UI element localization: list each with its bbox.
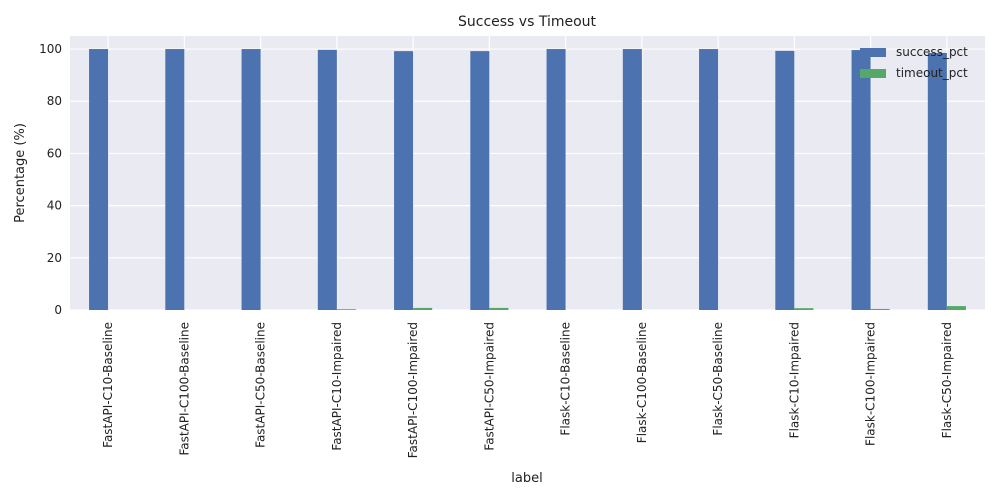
x-tick-label: FastAPI-C100-Impaired	[406, 322, 420, 458]
bar-success_pct	[927, 52, 947, 310]
bar-timeout_pct	[413, 307, 433, 310]
x-tick-label: Flask-C10-Impaired	[787, 322, 801, 438]
bar-timeout_pct	[489, 307, 509, 310]
y-tick-label: 40	[47, 199, 62, 213]
x-axis-ticks: FastAPI-C10-Baseline FastAPI-C100-Baselin…	[101, 322, 954, 458]
bar-success_pct	[699, 49, 719, 311]
y-tick-label: 60	[47, 146, 62, 160]
bar-timeout_pct	[946, 306, 966, 310]
x-tick-label: FastAPI-C10-Baseline	[101, 322, 115, 448]
x-tick-label: FastAPI-C50-Impaired	[482, 322, 496, 451]
bars	[89, 49, 966, 311]
bar-timeout_pct	[870, 308, 890, 310]
bar-success_pct	[165, 49, 185, 311]
x-tick-label: Flask-C100-Impaired	[864, 322, 878, 446]
bar-success_pct	[622, 49, 642, 311]
legend: success_pct timeout_pct	[860, 45, 968, 80]
y-tick-label: 20	[47, 251, 62, 265]
x-tick-label: Flask-C50-Baseline	[711, 322, 725, 436]
bar-timeout_pct	[336, 309, 356, 310]
bar-success_pct	[241, 49, 261, 311]
y-tick-label: 100	[39, 42, 62, 56]
x-axis-title: label	[511, 471, 542, 486]
bar-success_pct	[317, 49, 337, 310]
legend-label-success_pct: success_pct	[896, 45, 968, 59]
plot-background	[70, 36, 985, 310]
legend-label-timeout_pct: timeout_pct	[896, 66, 968, 80]
bar-success_pct	[470, 51, 490, 310]
y-tick-label: 80	[47, 94, 62, 108]
x-tick-label: Flask-C10-Baseline	[559, 322, 573, 436]
x-tick-label: FastAPI-C100-Baseline	[177, 322, 191, 456]
bar-success_pct	[851, 50, 871, 310]
legend-swatch-success_pct	[860, 48, 886, 57]
bar-success_pct	[89, 49, 109, 311]
bar-success_pct	[394, 51, 414, 310]
y-axis-title: Percentage (%)	[13, 123, 28, 223]
bar-timeout_pct	[794, 308, 814, 310]
bar-success_pct	[775, 50, 795, 310]
legend-swatch-timeout_pct	[860, 69, 886, 78]
y-tick-label: 0	[54, 303, 62, 317]
y-axis-ticks: 0 20 40 60 80 100	[39, 42, 62, 317]
x-tick-label: FastAPI-C10-Impaired	[330, 322, 344, 451]
x-tick-label: Flask-C50-Impaired	[940, 322, 954, 438]
x-tick-label: FastAPI-C50-Baseline	[254, 322, 268, 448]
chart-title: Success vs Timeout	[458, 14, 597, 30]
x-tick-label: Flask-C100-Baseline	[635, 322, 649, 443]
bar-success_pct	[546, 49, 566, 311]
